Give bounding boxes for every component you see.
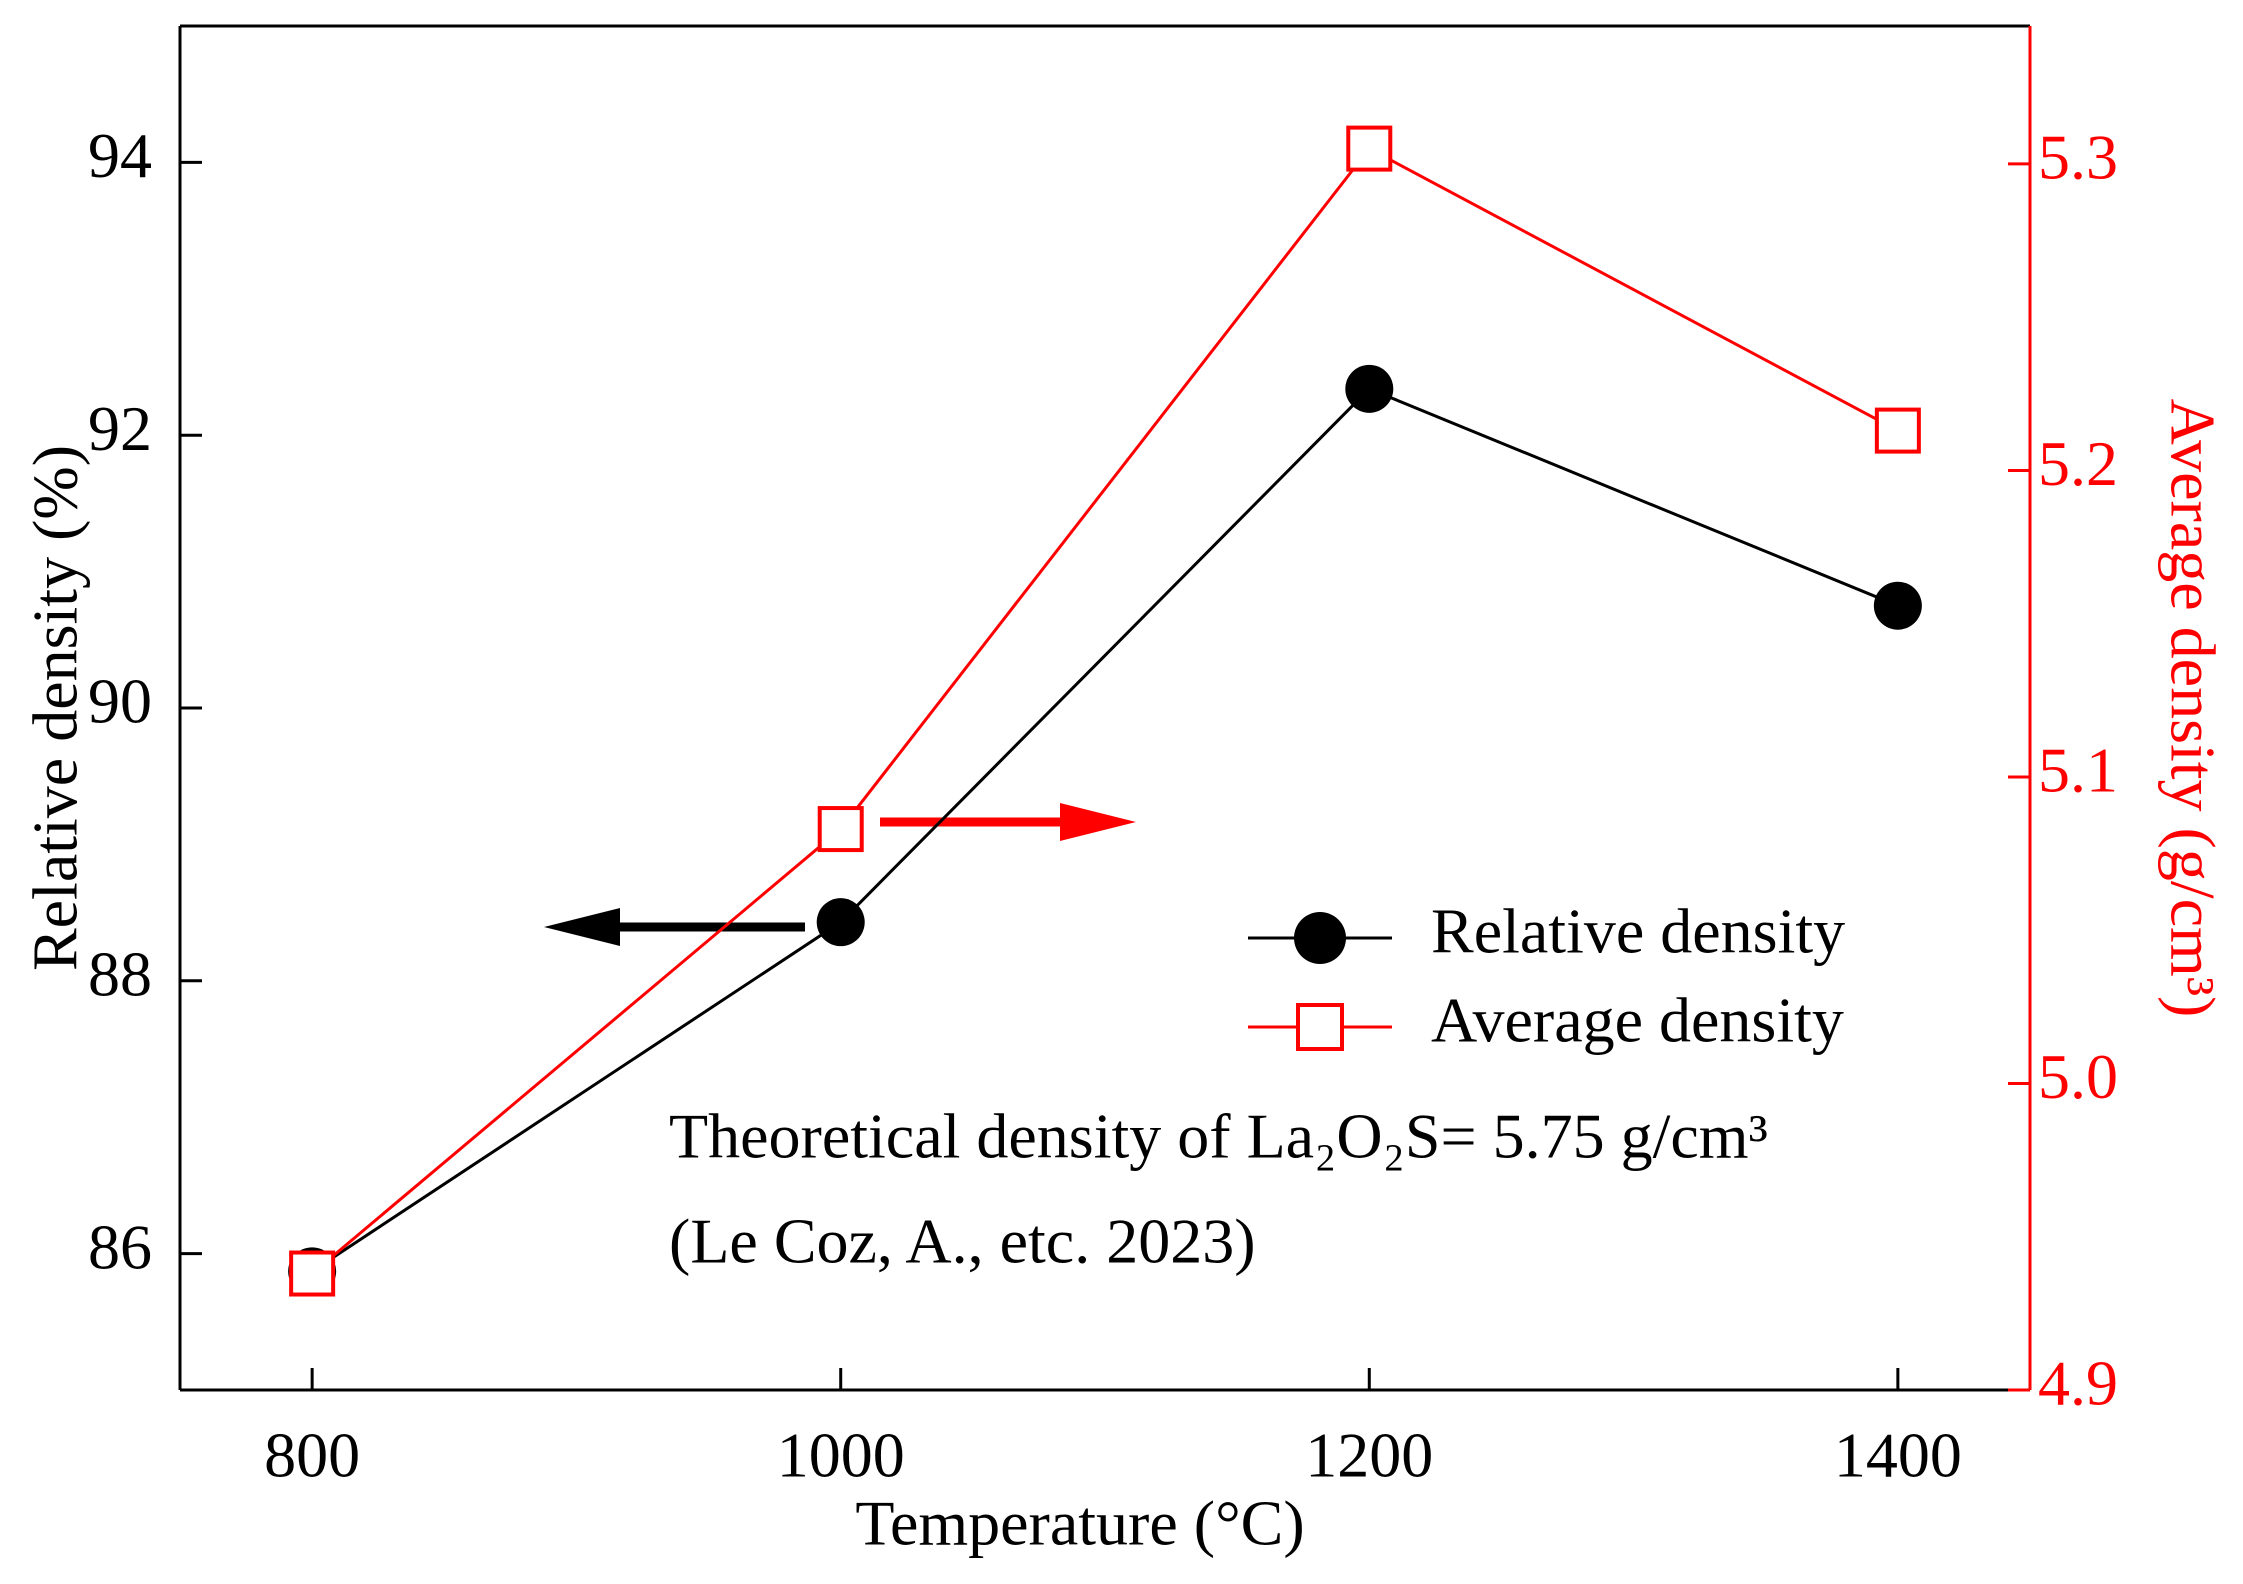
y2-tick-label: 5.2 — [2038, 428, 2118, 499]
series-line — [311, 146, 1899, 1275]
y-tick-label: 92 — [88, 393, 152, 464]
y2-axis-title: Average density (g/cm³) — [2157, 399, 2228, 1018]
legend-marker — [1294, 912, 1346, 964]
y-axis-title: Relative density (%) — [20, 445, 91, 971]
y2-tick-label: 5.1 — [2038, 735, 2118, 806]
data-point — [1345, 364, 1394, 413]
y-tick-label: 90 — [88, 666, 152, 737]
annotation: Theoretical density of La₂O₂S= 5.75 g/cm… — [669, 1101, 1768, 1172]
data-point — [816, 898, 865, 947]
y2-tick-label: 5.3 — [2038, 122, 2118, 193]
data-point — [1873, 581, 1922, 630]
data-point — [1346, 125, 1393, 172]
x-axis-title: Temperature (°C) — [855, 1488, 1304, 1559]
legend-marker — [1296, 1003, 1344, 1051]
annotation: (Le Coz, A., etc. 2023) — [669, 1206, 1256, 1277]
right-arrow — [880, 803, 1136, 841]
x-tick-label: 1400 — [1834, 1420, 1962, 1491]
data-point — [289, 1250, 336, 1297]
data-point — [1874, 407, 1921, 454]
y2-tick-label: 4.9 — [2038, 1348, 2118, 1419]
y-tick-label: 94 — [88, 120, 152, 191]
y-tick-label: 86 — [88, 1211, 152, 1282]
legend-label: Average density — [1431, 985, 1844, 1056]
left-arrow — [544, 908, 805, 946]
series-line — [311, 387, 1899, 1273]
y2-tick-label: 5.0 — [2038, 1041, 2118, 1112]
x-tick-label: 1200 — [1305, 1420, 1433, 1491]
x-tick-label: 800 — [264, 1420, 360, 1491]
x-tick-label: 1000 — [777, 1420, 905, 1491]
y-tick-label: 88 — [88, 938, 152, 1009]
data-point — [817, 806, 864, 853]
legend-label: Relative density — [1431, 896, 1845, 967]
